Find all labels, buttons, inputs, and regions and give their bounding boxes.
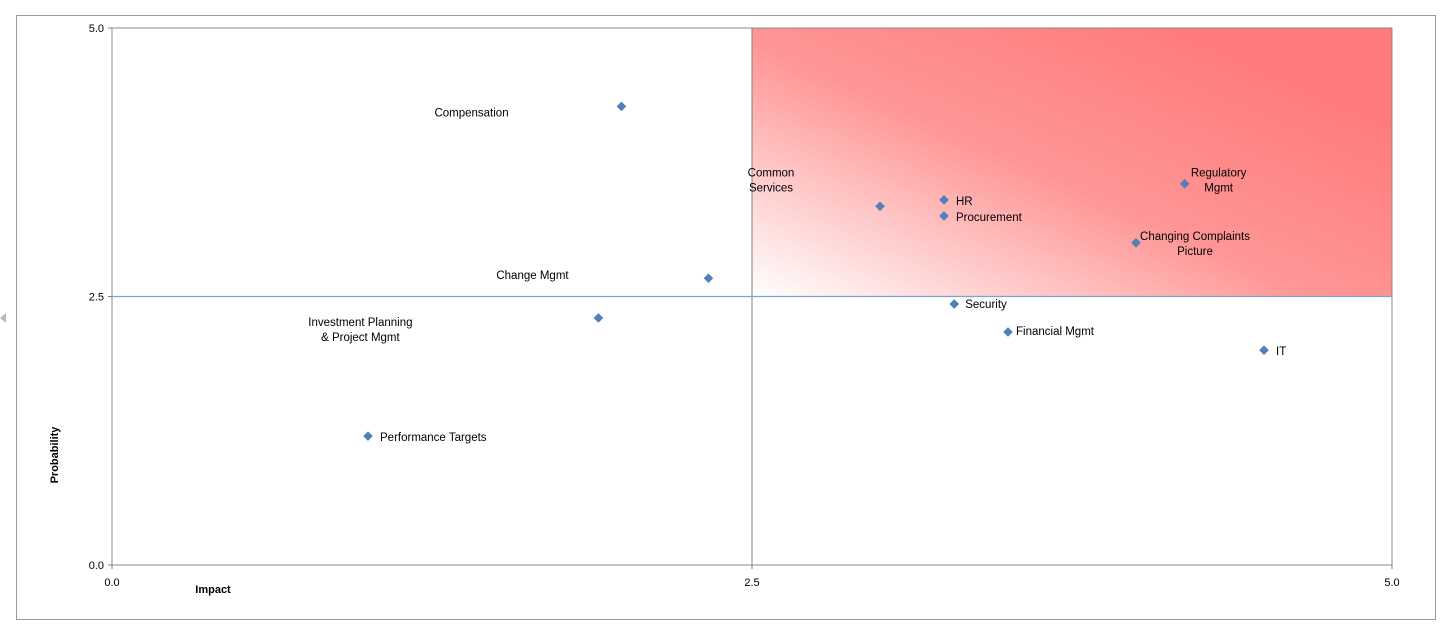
data-point-marker (1003, 327, 1013, 337)
y-tick-label: 0.0 (89, 560, 104, 572)
data-point-label: Performance Targets (380, 432, 487, 444)
x-tick-label: 2.5 (744, 577, 759, 589)
data-point-label: Procurement (956, 212, 1023, 224)
data-point-label: Common Services (748, 167, 795, 194)
data-point-label: Financial Mgmt (1016, 326, 1095, 338)
y-tick-label: 5.0 (89, 23, 104, 35)
x-tick-label: 0.0 (104, 577, 119, 589)
data-point-label: Changing Complaints Picture (1140, 231, 1250, 258)
data-point-label: Change Mgmt (496, 270, 569, 282)
data-point-marker (363, 431, 373, 441)
data-point-marker (939, 211, 949, 221)
data-point-label: Investment Planning & Project Mgmt (308, 317, 412, 344)
data-point-marker (703, 273, 714, 284)
data-point-marker (1179, 178, 1190, 189)
data-point-marker (593, 313, 604, 323)
data-point-marker (616, 101, 627, 112)
data-point-label: Regulatory Mgmt (1191, 168, 1247, 195)
side-marker-triangle (0, 313, 6, 323)
y-axis-title: Probability (49, 426, 61, 484)
data-point-label: Compensation (434, 107, 508, 119)
x-tick-label: 5.0 (1384, 577, 1399, 589)
high-risk-quadrant (752, 28, 1392, 297)
data-point-marker (949, 299, 960, 309)
data-point-marker (875, 201, 885, 212)
data-point-marker (939, 194, 949, 205)
data-point-marker (1131, 237, 1141, 248)
data-point-label: Security (965, 299, 1007, 311)
x-axis-title: Impact (195, 584, 231, 596)
data-point-marker (1259, 345, 1269, 356)
data-point-label: IT (1276, 346, 1286, 358)
data-point-label: HR (956, 196, 973, 208)
y-tick-label: 2.5 (89, 292, 104, 304)
